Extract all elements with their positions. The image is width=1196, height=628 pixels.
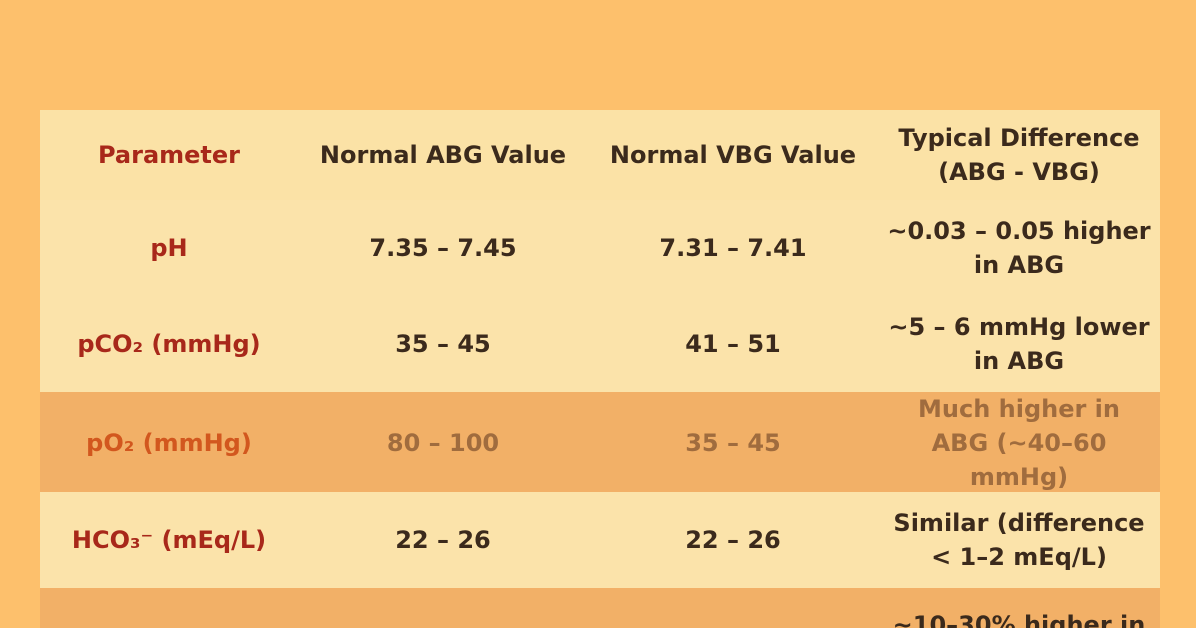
table-cell: 80 – 100 (386, 429, 500, 457)
table-cell: pH (150, 234, 188, 262)
table-cell: pO₂ (mmHg) (86, 429, 252, 457)
table-cell: 22 – 26 (685, 526, 781, 554)
table: Parameter Normal ABG Value Normal VBG Valu… (40, 110, 1160, 628)
table-cell: 7.31 – 7.41 (659, 234, 807, 262)
table-cell: Similar (difference < 1–2 mEq/L) (893, 509, 1145, 571)
header-row: Parameter Normal ABG Value Normal VBG Valu… (40, 110, 1160, 200)
table-cell: ~0.03 – 0.05 higher in ABG (887, 217, 1151, 279)
table-cell: 7.35 – 7.45 (369, 234, 517, 262)
empty-cell (40, 588, 298, 628)
table-cell: pCO₂ (mmHg) (77, 330, 261, 358)
table-row: HCO₃⁻ (mEq/L) 22 – 26 22 – 26 Similar (diff… (40, 492, 1160, 588)
table-cell: Typical Difference (ABG - VBG) (898, 124, 1140, 186)
table-cell: Much higher in ABG (~40–60 mmHg) (918, 395, 1120, 491)
table-cell: 22 – 26 (395, 526, 491, 554)
table-row: pH 7.35 – 7.45 7.31 – 7.41 ~0.03 – 0.05 hig… (40, 200, 1160, 296)
table-cell: Normal VBG Value (609, 141, 857, 169)
table-row: pO₂ (mmHg) 80 – 100 35 – 45 Much higher in … (40, 392, 1160, 492)
table-cell: Parameter (97, 141, 241, 169)
empty-cell (298, 588, 588, 628)
table-cell: 35 – 45 (395, 330, 491, 358)
empty-cell (588, 588, 878, 628)
table-cell: 41 – 51 (685, 330, 781, 358)
table-cell: ~5 – 6 mmHg lower in ABG (888, 313, 1150, 375)
table-row: ~10–30% higher in (40, 588, 1160, 628)
table-cell: HCO₃⁻ (mEq/L) (71, 526, 267, 554)
table-cell: ~10–30% higher in (892, 611, 1146, 628)
table-cell: Normal ABG Value (319, 141, 567, 169)
table-cell: 35 – 45 (685, 429, 781, 457)
table-row: pCO₂ (mmHg) 35 – 45 41 – 51 ~5 – 6 mmHg low… (40, 296, 1160, 392)
